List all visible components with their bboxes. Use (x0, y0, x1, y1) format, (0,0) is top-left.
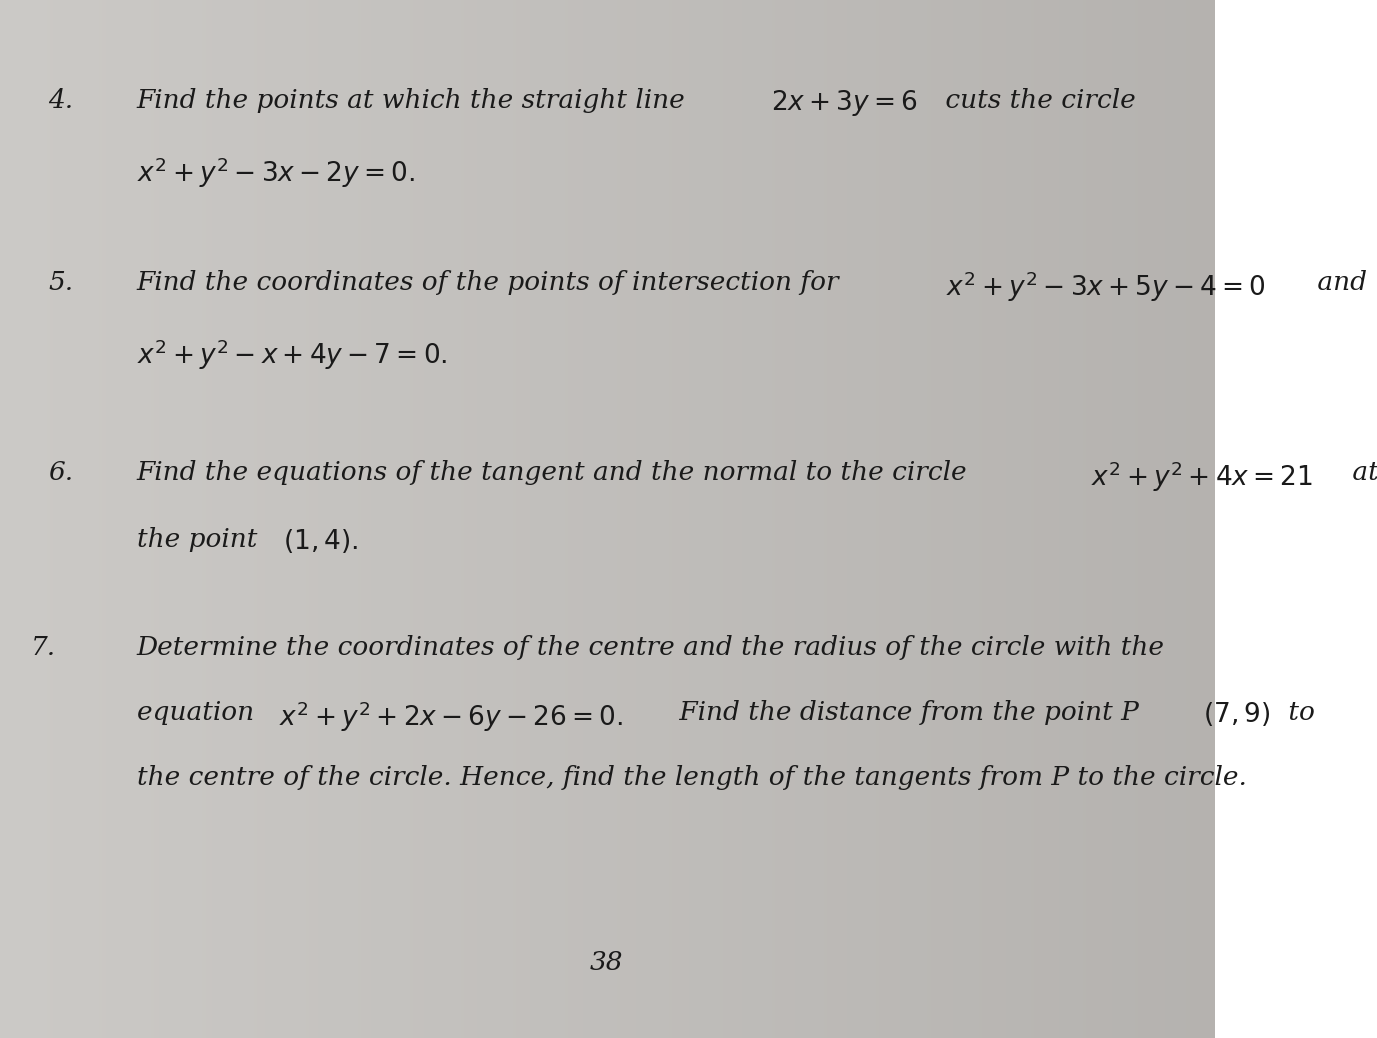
Text: Find the coordinates of the points of intersection for: Find the coordinates of the points of in… (136, 270, 848, 295)
Text: the point: the point (136, 527, 266, 552)
Text: $x^{2}+y^{2}-x+4y-7=0.$: $x^{2}+y^{2}-x+4y-7=0.$ (136, 337, 448, 372)
Text: 4.: 4. (48, 88, 73, 113)
Text: Find the points at which the straight line: Find the points at which the straight li… (136, 88, 694, 113)
Text: $2x+3y=6$: $2x+3y=6$ (771, 88, 917, 118)
Text: $(1,4).$: $(1,4).$ (284, 527, 358, 555)
Text: to: to (1279, 700, 1315, 725)
Text: $x^{2}+y^{2}-3x-2y=0.$: $x^{2}+y^{2}-3x-2y=0.$ (136, 155, 414, 190)
Text: $(7,9)$: $(7,9)$ (1203, 700, 1271, 728)
Text: Determine the coordinates of the centre and the radius of the circle with the: Determine the coordinates of the centre … (136, 635, 1165, 660)
Text: Find the distance from the point P: Find the distance from the point P (671, 700, 1139, 725)
Text: and: and (1310, 270, 1367, 295)
Text: $x^{2}+y^{2}-3x+5y-4=0$: $x^{2}+y^{2}-3x+5y-4=0$ (946, 270, 1265, 304)
Text: 7.: 7. (30, 635, 56, 660)
Text: equation: equation (136, 700, 262, 725)
Text: 5.: 5. (48, 270, 73, 295)
Text: 38: 38 (589, 950, 624, 975)
Text: the centre of the circle. Hence, find the length of the tangents from P to the c: the centre of the circle. Hence, find th… (136, 765, 1246, 790)
Text: $x^{2}+y^{2}+4x=21$: $x^{2}+y^{2}+4x=21$ (1091, 460, 1314, 494)
Text: at: at (1344, 460, 1377, 485)
Text: 6.: 6. (48, 460, 73, 485)
Text: $x^{2}+y^{2}+2x-6y-26=0.$: $x^{2}+y^{2}+2x-6y-26=0.$ (280, 700, 624, 735)
Text: Find the equations of the tangent and the normal to the circle: Find the equations of the tangent and th… (136, 460, 976, 485)
Text: cuts the circle: cuts the circle (938, 88, 1136, 113)
